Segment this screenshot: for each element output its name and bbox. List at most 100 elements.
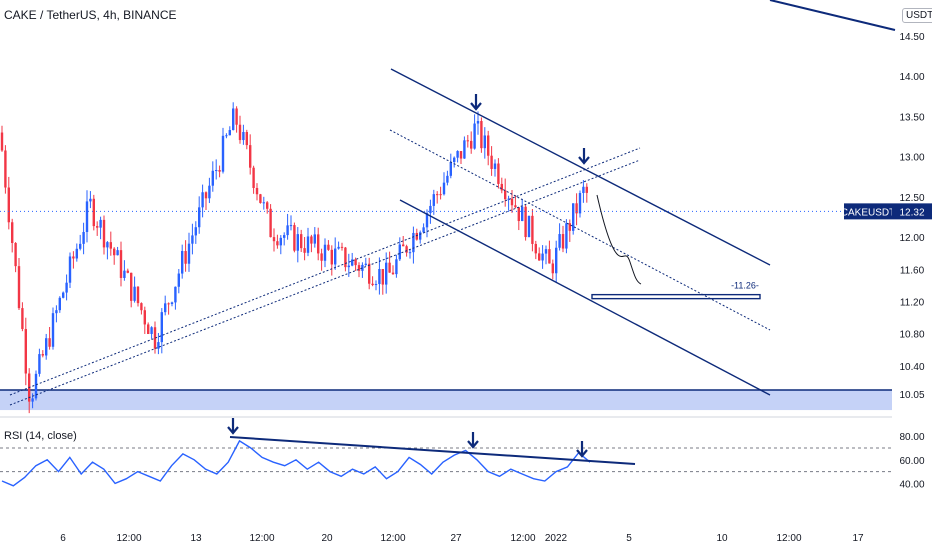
candle-body	[572, 203, 575, 231]
candle-body	[436, 194, 439, 196]
candle-body	[388, 262, 391, 273]
candle-body	[585, 186, 588, 193]
candle-body	[578, 193, 582, 214]
candle-body	[538, 253, 541, 261]
candle-body	[524, 206, 527, 238]
rsi-arrow-3-head	[576, 449, 588, 458]
candle-body	[232, 108, 235, 131]
candle-body	[245, 131, 248, 146]
candle-body	[473, 123, 476, 149]
candle-body	[130, 272, 133, 301]
candle-body	[510, 198, 514, 206]
candle-body	[296, 234, 299, 251]
candle-body	[500, 183, 503, 191]
candle-body	[371, 283, 374, 286]
candle-body	[143, 310, 146, 325]
candle-body	[361, 264, 364, 271]
currency-unit-button[interactable]: USDT	[902, 8, 932, 23]
candle-body	[310, 236, 313, 244]
candle-body	[136, 286, 140, 304]
candle-body	[470, 140, 473, 149]
price-tick-label: 12.00	[899, 233, 924, 244]
candle-body	[252, 167, 255, 188]
candle-body	[62, 292, 65, 298]
candle-body	[286, 225, 289, 236]
channel-upper-line	[390, 68, 771, 266]
candle-body	[429, 205, 432, 214]
candle-body	[266, 202, 269, 209]
candle-body	[551, 263, 554, 274]
target-label: -11.26-	[731, 281, 759, 291]
candle-body	[337, 246, 340, 249]
candle-body	[300, 234, 303, 249]
rsi-arrow-2-head	[467, 440, 479, 449]
candle-body	[167, 303, 170, 305]
price-tick-label: 14.50	[899, 32, 924, 43]
candle-body	[504, 190, 507, 200]
candle-body	[456, 151, 459, 158]
candle-body	[269, 208, 272, 238]
candle-body	[79, 243, 82, 249]
candle-body	[480, 121, 483, 149]
candle-body	[215, 170, 218, 172]
candle-body	[439, 194, 442, 196]
candle-body	[72, 256, 75, 259]
candle-body	[279, 237, 282, 246]
candle-body	[283, 235, 286, 238]
time-tick-label: 6	[60, 533, 66, 544]
candle-body	[561, 234, 565, 249]
candles	[0, 102, 588, 414]
candle-body	[446, 175, 449, 183]
candle-body	[419, 232, 422, 240]
candle-body	[412, 232, 415, 253]
candle-body	[568, 223, 571, 231]
candle-body	[449, 162, 452, 176]
candle-body	[364, 263, 367, 265]
candle-body	[262, 202, 265, 204]
candle-body	[82, 231, 85, 244]
candle-body	[534, 243, 537, 254]
candle-body	[374, 284, 378, 286]
candle-body	[17, 266, 21, 309]
ascending-trendline-1	[9, 147, 641, 396]
candle-body	[34, 373, 38, 399]
candle-body	[38, 354, 41, 374]
candle-body	[133, 286, 136, 301]
candle-body	[313, 234, 316, 244]
rsi-line	[1, 439, 591, 487]
candle-body	[357, 265, 361, 271]
candle-body	[157, 342, 160, 349]
candle-body	[405, 246, 408, 253]
candle-body	[490, 155, 493, 169]
candle-body	[208, 185, 211, 199]
ascending-trendline-2	[9, 159, 641, 406]
candle-body	[4, 150, 7, 188]
candle-body	[344, 247, 347, 268]
time-tick-label: 20	[321, 533, 333, 544]
candle-body	[7, 187, 10, 223]
candle-body	[565, 223, 568, 249]
candle-body	[11, 222, 14, 244]
candle-body	[558, 234, 561, 248]
candle-body	[119, 250, 123, 278]
time-tick-label: 2022	[545, 533, 568, 544]
candle-body	[541, 253, 544, 261]
candle-body	[432, 194, 435, 206]
time-tick-label: 5	[626, 533, 632, 544]
price-tick-label: 10.80	[899, 330, 924, 341]
rsi-title: RSI (14, close)	[4, 430, 77, 442]
candle-body	[555, 247, 558, 274]
candle-body	[249, 145, 252, 168]
candle-body	[368, 263, 371, 284]
candle-body	[497, 163, 500, 184]
candle-body	[293, 225, 296, 251]
candle-body	[75, 248, 78, 259]
candle-body	[330, 249, 333, 265]
candle-body	[85, 201, 89, 232]
candle-body	[68, 256, 72, 283]
candle-body	[106, 242, 109, 248]
candle-body	[204, 192, 208, 199]
candle-body	[276, 241, 279, 246]
support-zone	[0, 389, 892, 411]
